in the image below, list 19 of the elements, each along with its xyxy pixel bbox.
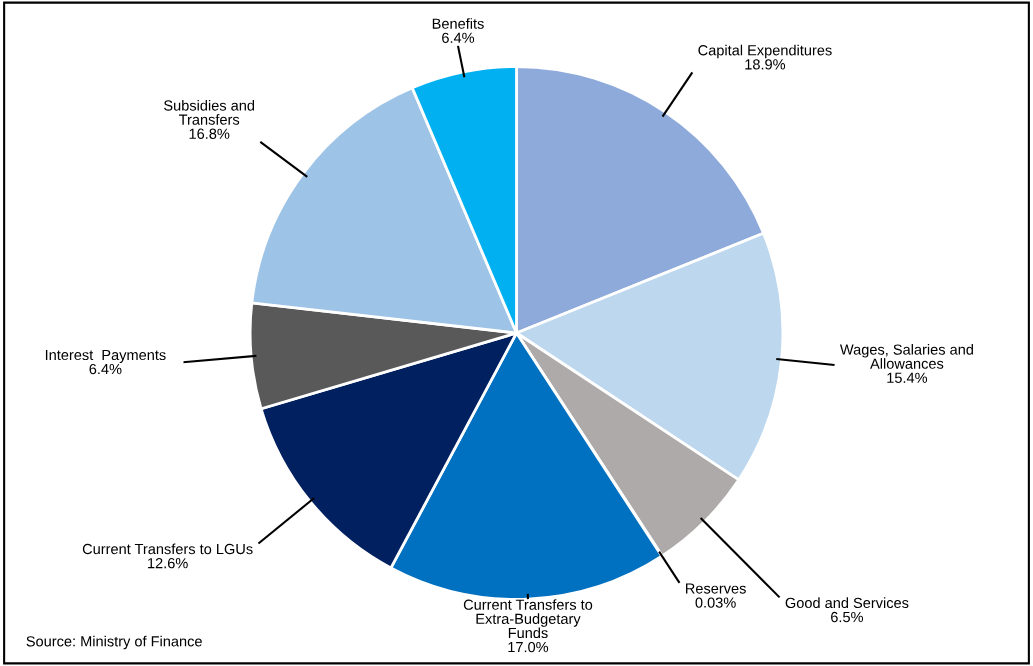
slice-label: Benefits: [432, 18, 484, 29]
data-label: 17.0%: [508, 641, 549, 653]
data-label: 0.03%: [695, 597, 736, 608]
slice-label: Subsidies and Transfers: [164, 99, 255, 125]
data-label: 6.5%: [831, 611, 864, 623]
data-label: 6.4%: [442, 32, 475, 43]
slice-label: Interest Payments: [45, 349, 166, 363]
slice-label: Current Transfers to LGUs: [82, 543, 253, 555]
data-label: 6.4%: [89, 363, 122, 375]
slice-label: Wages, Salaries and Allowances: [839, 344, 973, 369]
data-label: 12.6%: [148, 557, 188, 569]
data-label: 15.4%: [887, 372, 928, 383]
data-label: 16.8%: [189, 128, 230, 139]
data-label: 18.9%: [745, 59, 786, 70]
slice-label: Good and Services: [785, 597, 909, 609]
slice-label: Capital Expenditures: [698, 44, 832, 59]
slice-label: Current Transfers to Extra-Budgetary Funds: [463, 599, 593, 639]
slice-label: Reserves: [686, 583, 746, 594]
source-note: Source: Ministry of Finance: [26, 635, 202, 650]
